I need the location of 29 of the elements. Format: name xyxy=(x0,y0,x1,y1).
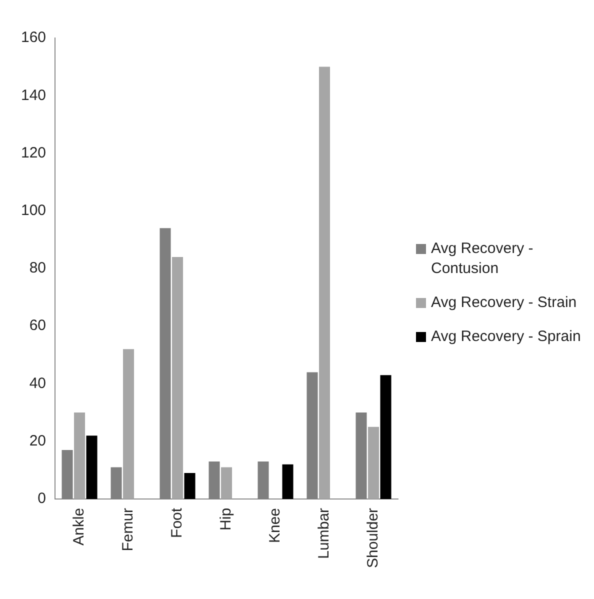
y-tick-label: 100 xyxy=(20,202,46,219)
bar xyxy=(221,467,232,499)
x-tick-label: Foot xyxy=(168,507,186,538)
bar xyxy=(86,436,98,499)
y-tick-label: 140 xyxy=(20,86,46,104)
x-tick-label: Lumbar xyxy=(316,508,333,559)
bar xyxy=(172,256,184,499)
bar xyxy=(74,412,86,499)
y-tick-label: 120 xyxy=(20,144,46,162)
bar xyxy=(368,426,380,499)
y-tick-label: 60 xyxy=(29,317,46,334)
y-tick-label: 160 xyxy=(20,29,46,46)
y-tick-label: 80 xyxy=(29,260,46,277)
x-tick-label: Shoulder xyxy=(364,508,382,568)
bar xyxy=(318,66,330,499)
x-tick-label: Hip xyxy=(218,508,235,530)
x-tick-label: Ankle xyxy=(70,508,88,546)
bar xyxy=(380,375,392,499)
x-tick-label: Knee xyxy=(266,508,284,544)
y-tick-label: 20 xyxy=(29,432,46,450)
bar xyxy=(282,464,294,499)
bar xyxy=(184,473,196,499)
y-tick-label: 0 xyxy=(38,490,46,508)
legend-label: Avg Recovery - Strain xyxy=(431,292,577,312)
legend-label: Avg Recovery - Sprain xyxy=(431,326,581,346)
y-tick-label: 40 xyxy=(29,374,46,392)
x-tick-label: Femur xyxy=(120,508,137,552)
bar xyxy=(123,349,134,499)
legend-label: Avg Recovery - Contusion xyxy=(431,238,534,278)
